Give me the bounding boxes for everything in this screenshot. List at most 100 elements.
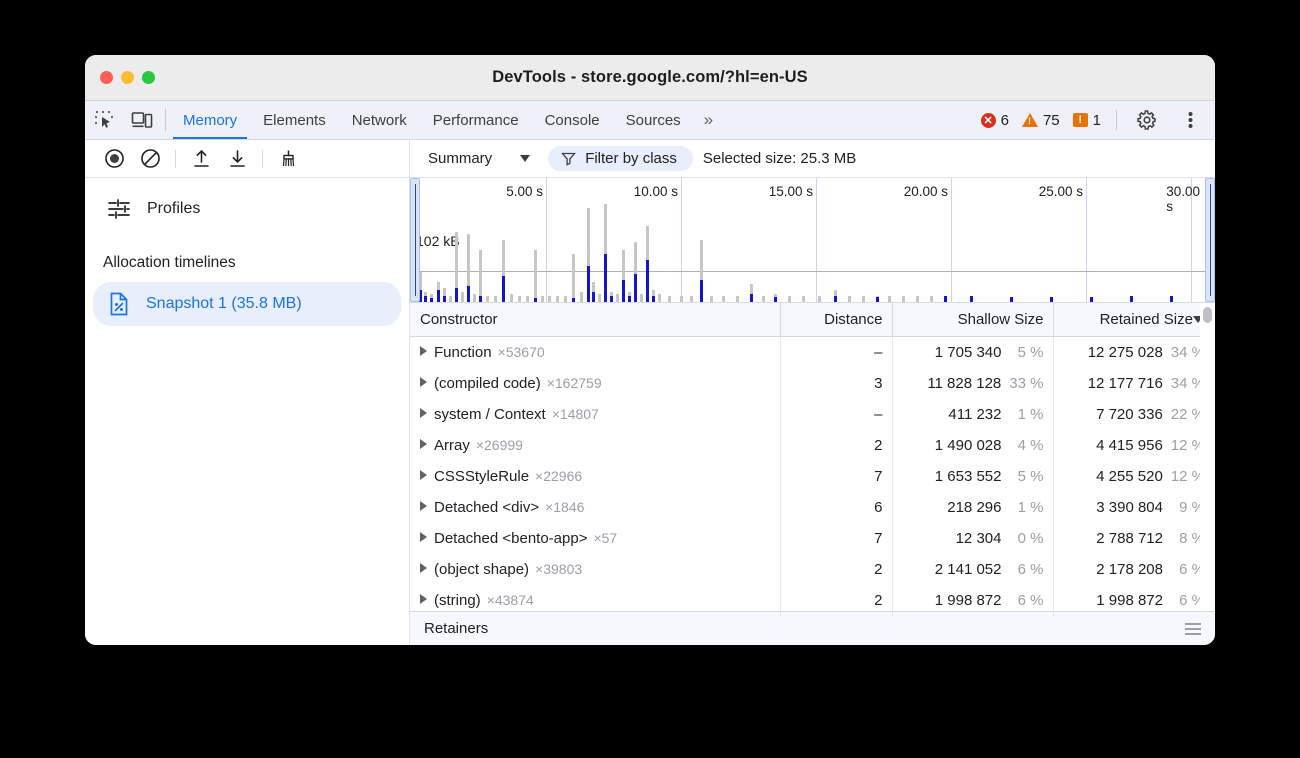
devtools-window: DevTools - store.google.com/?hl=en-US Me… <box>85 55 1215 645</box>
table-row[interactable]: (object shape) ×39803 2 2 141 052 6 % 2 178 2… <box>410 553 1215 585</box>
tab-performance[interactable]: Performance <box>420 101 532 139</box>
cell-constructor[interactable]: Array ×26999 <box>410 429 781 461</box>
gear-icon[interactable] <box>1128 109 1166 131</box>
broom-icon[interactable] <box>271 145 305 173</box>
error-counter[interactable]: ✕ 6 <box>977 112 1013 129</box>
shallow-size-value: 2 141 052 <box>934 560 1002 578</box>
upload-icon[interactable] <box>184 145 218 173</box>
expand-triangle-icon[interactable] <box>420 562 427 573</box>
allocation-timelines-label: Allocation timelines <box>103 254 236 271</box>
tab-elements[interactable]: Elements <box>250 101 339 139</box>
more-tabs-icon[interactable]: » <box>703 110 714 129</box>
cell-retained-size: 3 390 804 9 % <box>1054 492 1215 523</box>
column-header-shallow-size[interactable]: Shallow Size <box>892 303 1055 337</box>
record-circle-icon[interactable] <box>97 145 131 173</box>
timeline-selection-handle-right[interactable] <box>1205 178 1215 302</box>
expand-triangle-icon[interactable] <box>420 469 427 480</box>
cell-retained-size: 4 415 956 12 % <box>1054 430 1215 461</box>
shallow-size-percent: 0 % <box>1017 529 1044 547</box>
constructor-name: (string) <box>434 591 481 609</box>
table-row[interactable]: Detached <div> ×1846 6 218 296 1 % 3 390 804 9… <box>410 491 1215 523</box>
cell-constructor[interactable]: (compiled code) ×162759 <box>410 367 781 399</box>
retained-size-value: 12 275 028 <box>1087 343 1163 361</box>
timeline-bar-total <box>502 240 505 302</box>
tab-memory[interactable]: Memory <box>170 101 250 139</box>
column-header-retained-size[interactable]: Retained Size <box>1053 303 1215 337</box>
hamburger-icon[interactable] <box>1185 622 1201 635</box>
constructor-name: (object shape) <box>434 560 530 578</box>
table-scrollbar[interactable] <box>1200 303 1215 611</box>
timeline-tick-3: 15.00 s <box>768 184 813 199</box>
counters-divider <box>1116 110 1117 130</box>
cell-distance: 2 <box>780 553 894 585</box>
allocation-timeline-overview[interactable]: 5.00 s 10.00 s 15.00 s 20.00 s 25.00 s 3… <box>410 178 1215 303</box>
timeline-gridlines <box>410 178 1215 302</box>
timeline-bar-total <box>510 294 513 302</box>
timeline-bar-live <box>455 288 458 302</box>
cell-constructor[interactable]: Function ×53670 <box>410 336 781 368</box>
device-toolbar-icon[interactable] <box>123 101 161 139</box>
column-header-constructor[interactable]: Constructor <box>410 303 781 337</box>
cell-constructor[interactable]: CSSStyleRule ×22966 <box>410 460 781 492</box>
warning-counter[interactable]: 75 <box>1018 112 1064 129</box>
timeline-bar-total <box>710 296 713 302</box>
expand-triangle-icon[interactable] <box>420 531 427 542</box>
timeline-bar-total <box>640 294 643 302</box>
shallow-size-percent: 33 % <box>1009 374 1044 392</box>
column-header-distance[interactable]: Distance <box>780 303 894 337</box>
sidebar-item-profiles[interactable]: Profiles <box>85 190 409 228</box>
timeline-bar-live <box>437 290 440 302</box>
inspect-element-icon[interactable] <box>85 101 123 139</box>
sidebar-item-snapshot-1[interactable]: Snapshot 1 (35.8 MB) <box>93 282 401 326</box>
maximize-window-button[interactable] <box>142 71 155 84</box>
minimize-window-button[interactable] <box>121 71 134 84</box>
timeline-bar-live <box>622 280 625 302</box>
tab-console[interactable]: Console <box>532 101 613 139</box>
tab-network[interactable]: Network <box>339 101 420 139</box>
table-row[interactable]: system / Context ×14807 – 411 232 1 % 7 720 3… <box>410 398 1215 430</box>
cell-constructor[interactable]: (object shape) ×39803 <box>410 553 781 585</box>
timeline-selection-handle-left[interactable] <box>410 178 420 302</box>
expand-triangle-icon[interactable] <box>420 407 427 418</box>
timeline-bar-total <box>556 296 559 302</box>
table-row[interactable]: Array ×26999 2 1 490 028 4 % 4 415 956 12 % <box>410 429 1215 461</box>
timeline-bar-total <box>750 284 753 302</box>
instance-count: ×43874 <box>486 591 534 608</box>
no-entry-icon[interactable] <box>133 145 167 173</box>
table-row[interactable]: Function ×53670 – 1 705 340 5 % 12 275 028 34 … <box>410 336 1215 368</box>
expand-triangle-icon[interactable] <box>420 500 427 511</box>
filter-icon <box>561 152 577 166</box>
issue-counters: ✕ 6 75 ! 1 <box>977 101 1215 139</box>
expand-triangle-icon[interactable] <box>420 438 427 449</box>
table-row[interactable]: (compiled code) ×162759 3 11 828 128 33 % 12 … <box>410 367 1215 399</box>
cell-shallow-size: 411 232 1 % <box>892 398 1055 430</box>
cell-retained-size: 2 178 208 6 % <box>1054 554 1215 585</box>
expand-triangle-icon[interactable] <box>420 345 427 356</box>
issue-counter[interactable]: ! 1 <box>1069 112 1105 129</box>
retainers-pane-header[interactable]: Retainers <box>410 611 1215 645</box>
table-row[interactable]: CSSStyleRule ×22966 7 1 653 552 5 % 4 255 520… <box>410 460 1215 492</box>
tab-sources[interactable]: Sources <box>613 101 694 139</box>
expand-triangle-icon[interactable] <box>420 593 427 604</box>
timeline-bar-live <box>587 266 590 302</box>
action-divider-2 <box>262 149 263 168</box>
expand-triangle-icon[interactable] <box>420 376 427 387</box>
sort-descending-icon <box>1193 316 1203 323</box>
close-window-button[interactable] <box>100 71 113 84</box>
cell-shallow-size: 1 998 872 6 % <box>892 584 1055 616</box>
filter-by-class-input[interactable]: Filter by class <box>548 146 693 171</box>
table-row[interactable]: (string) ×43874 2 1 998 872 6 % 1 998 872 6 % <box>410 584 1215 616</box>
table-scrollbar-thumb[interactable] <box>1203 307 1212 323</box>
retained-size-percent: 8 % <box>1179 529 1205 547</box>
more-vertical-icon[interactable] <box>1171 110 1209 130</box>
retained-size-percent: 6 % <box>1179 591 1205 609</box>
timeline-tick-4: 20.00 s <box>903 184 948 199</box>
download-icon[interactable] <box>220 145 254 173</box>
view-mode-select[interactable]: Summary <box>420 147 538 170</box>
cell-constructor[interactable]: Detached <bento-app> ×57 <box>410 522 781 554</box>
cell-constructor[interactable]: (string) ×43874 <box>410 584 781 616</box>
table-row[interactable]: Detached <bento-app> ×57 7 12 304 0 % 2 788 7… <box>410 522 1215 554</box>
cell-constructor[interactable]: system / Context ×14807 <box>410 398 781 430</box>
cell-constructor[interactable]: Detached <div> ×1846 <box>410 491 781 523</box>
shallow-size-percent: 5 % <box>1017 467 1044 485</box>
